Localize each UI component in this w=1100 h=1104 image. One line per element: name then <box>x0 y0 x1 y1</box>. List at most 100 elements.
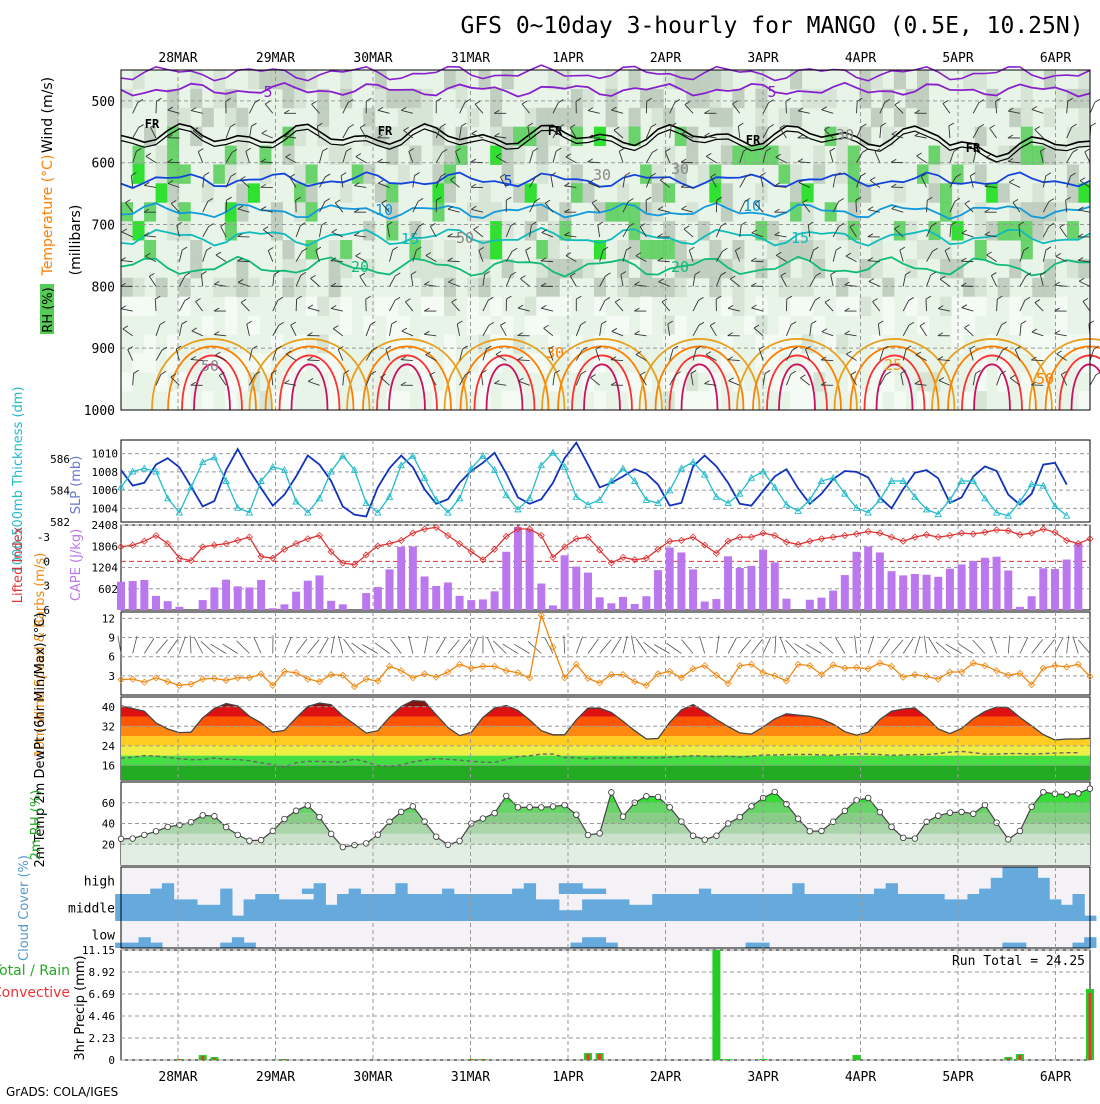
cape-bar <box>537 584 545 610</box>
rh-cell <box>1021 146 1033 165</box>
rh-cell <box>825 202 837 221</box>
thickness-tick-label: 584 <box>50 484 70 497</box>
wind-barb-10m <box>740 640 751 654</box>
rh-marker <box>118 836 124 842</box>
rh-cell <box>629 70 641 89</box>
cloud-cover-high-bar <box>570 883 582 894</box>
cape-bar <box>561 555 569 610</box>
date-label-top: 3APR <box>747 51 778 66</box>
rh-cell <box>617 278 629 297</box>
rh-cell <box>1021 89 1033 108</box>
wind-barb-10m <box>144 638 154 653</box>
date-label-top: 31MAR <box>451 51 490 66</box>
rh-marker <box>130 836 136 842</box>
cloud-cover-middle-bar <box>781 894 793 921</box>
rh-cell <box>213 278 225 297</box>
rh-cell <box>317 297 329 316</box>
cloud-cover-low-bar <box>594 937 606 948</box>
rh-cell <box>409 108 421 127</box>
rh-cell <box>1055 297 1067 316</box>
rh-cell <box>444 183 456 202</box>
wind-barb-10m <box>973 640 985 653</box>
cloud-cover-middle-bar <box>442 894 454 921</box>
cape-bar <box>666 548 674 610</box>
cloud-cover-low-bar <box>582 937 594 948</box>
footer-credit: GrADS: COLA/IGES <box>6 1085 118 1099</box>
wind-barb <box>926 299 927 311</box>
rh-cell <box>675 316 687 335</box>
cloud-cover-middle-bar <box>711 894 723 921</box>
cloud-cover-middle-bar <box>360 894 372 921</box>
rh-cell <box>836 297 848 316</box>
rh-cell <box>848 297 860 316</box>
rh-cell <box>732 240 744 259</box>
cape-bar <box>841 575 849 610</box>
rh-cell <box>432 183 444 202</box>
rh-cell <box>640 164 652 183</box>
cloud-cover-middle-bar <box>185 899 197 921</box>
cloud-cover-high-bar <box>314 883 326 894</box>
wind-barb-10m <box>1078 640 1090 654</box>
rh-marker <box>527 804 533 810</box>
precip-convective-bar <box>470 1059 473 1060</box>
rh-cell <box>294 259 306 278</box>
wind-barb-10m <box>375 643 390 654</box>
wind-barb-10m <box>284 637 291 654</box>
rh-cell <box>202 183 214 202</box>
precip-convective-bar <box>481 1059 484 1060</box>
cape-bar <box>888 571 896 610</box>
cape-tick-label: 1806 <box>92 540 119 553</box>
rh-cell <box>709 108 721 127</box>
contour-label: FR <box>966 141 981 155</box>
rh-marker <box>480 816 486 822</box>
cloud-cover-middle-bar <box>816 894 828 921</box>
wind-barb-10m <box>631 636 634 654</box>
cape-bar <box>1016 607 1024 610</box>
temp-tick-label: 40 <box>102 701 115 714</box>
rh-cell <box>133 278 145 297</box>
rh-cell <box>259 164 271 183</box>
cloud-cover-middle-bar <box>652 894 664 921</box>
rh-marker <box>457 838 463 844</box>
precip-total-bar <box>712 950 720 1060</box>
precip-total-bar <box>853 1055 861 1060</box>
cloud-cover-middle-bar <box>991 894 1003 921</box>
cloud-cover-high-bar <box>1014 867 1026 894</box>
cape-bar <box>362 593 370 610</box>
cloud-cover-middle-bar <box>641 905 653 921</box>
rh-cell <box>536 297 548 316</box>
temp-band <box>121 717 1090 727</box>
wind-barb <box>167 162 179 163</box>
cape-bar <box>222 580 230 610</box>
cloud-cover-middle-bar <box>139 894 151 921</box>
rh-marker <box>702 837 708 843</box>
cape-bar <box>993 557 1001 610</box>
rh-cell <box>340 183 352 202</box>
rh-cell <box>421 89 433 108</box>
rh-marker <box>328 831 334 837</box>
wind-barb-feather <box>1095 99 1100 102</box>
rh-cell <box>156 183 168 202</box>
wind-barb-10m <box>667 643 682 653</box>
rh-cell <box>248 183 260 202</box>
temp-band <box>121 765 1090 780</box>
cloud-axis-label: Cloud Cover (%) <box>17 855 32 961</box>
cape-bar <box>502 552 510 610</box>
cloud-cover-middle-bar <box>699 894 711 921</box>
rh-cell <box>156 278 168 297</box>
cloud-cover-middle-bar <box>535 899 547 921</box>
pressure-tick-label: 700 <box>92 219 115 234</box>
rh-cell <box>179 221 191 240</box>
rh-cell <box>882 372 894 391</box>
rh-axis-label: RH (%) <box>41 287 56 332</box>
rh-cell <box>629 278 641 297</box>
cape-bar <box>607 603 615 610</box>
rh-marker <box>970 811 976 817</box>
rh-cell <box>825 89 837 108</box>
rh-marker <box>1005 837 1011 843</box>
rh-band <box>121 782 1090 803</box>
date-label-top: 28MAR <box>158 51 197 66</box>
rh-cell <box>640 278 652 297</box>
cloud-cover-middle-bar <box>232 916 244 921</box>
